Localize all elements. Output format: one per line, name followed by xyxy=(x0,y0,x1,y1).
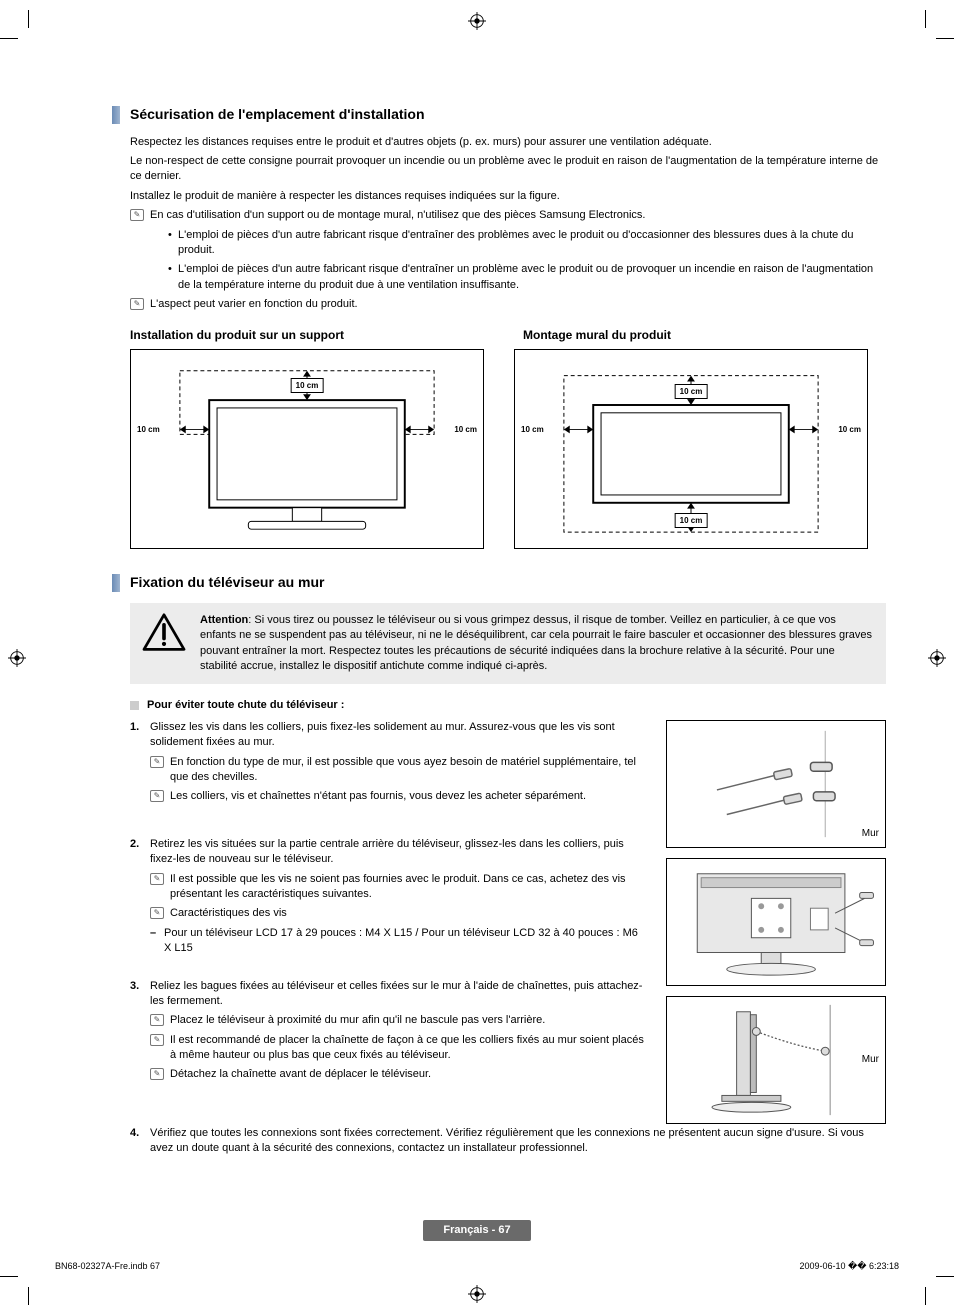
page-footer: Français - 67 xyxy=(0,1220,954,1241)
step1-n1: En fonction du type de mur, il est possi… xyxy=(170,755,648,786)
step-3-text: Reliez les bagues fixées au téléviseur e… xyxy=(150,980,642,1007)
s1-note1: En cas d'utilisation d'un support ou de … xyxy=(150,208,645,223)
steps-header: Pour éviter toute chute du téléviseur : xyxy=(147,698,344,713)
note-icon: ✎ xyxy=(130,209,144,221)
bullet-dot: • xyxy=(168,262,178,293)
note-icon: ✎ xyxy=(150,873,164,885)
step2-n2: Caractéristiques des vis xyxy=(170,906,287,921)
footer-meta: BN68-02327A-Fre.indb 67 2009-06-10 �� 6:… xyxy=(55,1260,899,1273)
note-icon: ✎ xyxy=(150,756,164,768)
diagram-stand: 10 cm 10 cm 10 cm xyxy=(130,349,484,549)
step2-n1: Il est possible que les vis ne soient pa… xyxy=(170,872,648,903)
dash-icon: – xyxy=(150,926,164,957)
step-4-text: Vérifiez que toutes les connexions sont … xyxy=(150,1127,864,1154)
warning-label: Attention xyxy=(200,614,248,626)
dim-bottom-label: 10 cm xyxy=(675,513,708,528)
s1-bullets: •L'emploi de pièces d'un autre fabricant… xyxy=(168,228,886,294)
note-icon: ✎ xyxy=(150,907,164,919)
mur-label-3: Mur xyxy=(862,1053,879,1067)
diagrams-row: 10 cm 10 cm 10 cm 10 cm 10 cm 10 xyxy=(130,349,868,549)
step-num: 3. xyxy=(130,979,150,1087)
s1-p2: Le non-respect de cette consigne pourrai… xyxy=(130,154,886,185)
s1-note2-row: ✎ L'aspect peut varier en fonction du pr… xyxy=(130,297,886,312)
step1-n2: Les colliers, vis et chaînettes n'étant … xyxy=(170,789,586,804)
s1-p1: Respectez les distances requises entre l… xyxy=(130,135,886,150)
dim-top-label: 10 cm xyxy=(675,384,708,399)
figure-2 xyxy=(666,858,886,986)
warning-box: Attention: Si vous tirez ou poussez le t… xyxy=(130,603,886,685)
dim-top-label: 10 cm xyxy=(291,378,324,393)
note-icon: ✎ xyxy=(150,1068,164,1080)
step-num: 2. xyxy=(130,837,150,959)
timestamp: 2009-06-10 �� 6:23:18 xyxy=(799,1260,899,1273)
step-1-text: Glissez les vis dans les colliers, puis … xyxy=(150,721,615,748)
mur-label-1: Mur xyxy=(862,827,879,841)
step3-n1: Placez le téléviseur à proximité du mur … xyxy=(170,1013,545,1028)
doc-ref: BN68-02327A-Fre.indb 67 xyxy=(55,1260,160,1273)
registration-mark-left xyxy=(8,649,26,667)
figure-1: Mur xyxy=(666,720,886,848)
dim-right-label: 10 cm xyxy=(838,424,861,435)
note-icon: ✎ xyxy=(150,1034,164,1046)
s1-b1: L'emploi de pièces d'un autre fabricant … xyxy=(178,228,886,259)
dim-right-label: 10 cm xyxy=(454,424,477,435)
s1-b2: L'emploi de pièces d'un autre fabricant … xyxy=(178,262,886,293)
step3-n3: Détachez la chaînette avant de déplacer … xyxy=(170,1067,431,1082)
dim-left-label: 10 cm xyxy=(137,424,160,435)
content-area: Sécurisation de l'emplacement d'installa… xyxy=(112,105,886,1171)
title-bar-icon xyxy=(112,106,120,124)
section-1-title-row: Sécurisation de l'emplacement d'installa… xyxy=(112,105,886,125)
figures-column: Mur xyxy=(666,720,886,1134)
note-icon: ✎ xyxy=(150,1014,164,1026)
warning-text: Attention: Si vous tirez ou poussez le t… xyxy=(200,613,874,675)
diag2-title: Montage mural du produit xyxy=(523,327,886,344)
note-icon: ✎ xyxy=(150,790,164,802)
step-num: 1. xyxy=(130,720,150,809)
step-num: 4. xyxy=(130,1126,150,1157)
steps-block: Pour éviter toute chute du téléviseur : … xyxy=(130,698,886,1156)
step-2-text: Retirez les vis situées sur la partie ce… xyxy=(150,838,624,865)
registration-mark-bottom xyxy=(468,1285,486,1303)
square-bullet-icon xyxy=(130,701,139,710)
step2-d1: Pour un téléviseur LCD 17 à 29 pouces : … xyxy=(164,926,648,957)
section-2-title-row: Fixation du téléviseur au mur xyxy=(112,573,886,593)
step3-n2: Il est recommandé de placer la chaînette… xyxy=(170,1033,648,1064)
registration-mark-right xyxy=(928,649,946,667)
diag1-title: Installation du produit sur un support xyxy=(130,327,493,344)
s1-note2: L'aspect peut varier en fonction du prod… xyxy=(150,297,358,312)
diagram-wallmount: 10 cm 10 cm 10 cm 10 cm xyxy=(514,349,868,549)
section-2-title: Fixation du téléviseur au mur xyxy=(130,573,325,593)
page: Sécurisation de l'emplacement d'installa… xyxy=(0,0,954,1315)
s1-note1-row: ✎ En cas d'utilisation d'un support ou d… xyxy=(130,208,886,223)
steps-list: 1. Glissez les vis dans les colliers, pu… xyxy=(130,720,648,1087)
step-1: 1. Glissez les vis dans les colliers, pu… xyxy=(130,720,648,809)
s1-p3: Installez le produit de manière à respec… xyxy=(130,189,886,204)
title-bar-icon xyxy=(112,574,120,592)
warning-body: : Si vous tirez ou poussez le téléviseur… xyxy=(200,614,872,672)
step-2: 2. Retirez les vis situées sur la partie… xyxy=(130,837,648,959)
note-icon: ✎ xyxy=(130,298,144,310)
page-number-pill: Français - 67 xyxy=(423,1220,530,1241)
warning-icon xyxy=(142,613,186,675)
section-1-title: Sécurisation de l'emplacement d'installa… xyxy=(130,105,425,125)
steps-header-row: Pour éviter toute chute du téléviseur : xyxy=(130,698,886,713)
bullet-dot: • xyxy=(168,228,178,259)
step-4: 4. Vérifiez que toutes les connexions so… xyxy=(130,1126,886,1157)
step-3: 3. Reliez les bagues fixées au téléviseu… xyxy=(130,979,648,1087)
dim-left-label: 10 cm xyxy=(521,424,544,435)
figure-3: Mur xyxy=(666,996,886,1124)
registration-mark-top xyxy=(468,12,486,30)
